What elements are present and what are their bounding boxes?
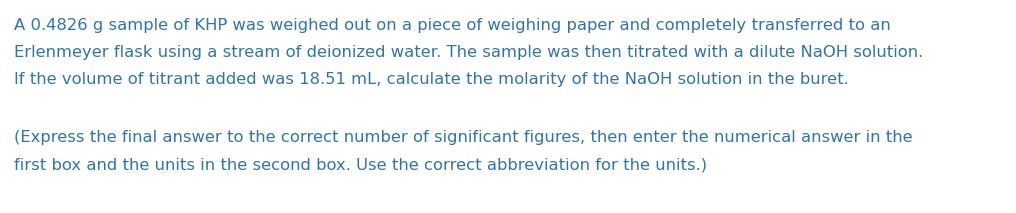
Text: If the volume of titrant added was 18.51 mL, calculate the molarity of the NaOH : If the volume of titrant added was 18.51…: [14, 72, 848, 87]
Text: (Express the final answer to the correct number of significant figures, then ent: (Express the final answer to the correct…: [14, 130, 912, 145]
Text: A 0.4826 g sample of KHP was weighed out on a piece of weighing paper and comple: A 0.4826 g sample of KHP was weighed out…: [14, 18, 891, 33]
Text: Erlenmeyer flask using a stream of deionized water. The sample was then titrated: Erlenmeyer flask using a stream of deion…: [14, 45, 924, 60]
Text: first box and the units in the second box. Use the correct abbreviation for the : first box and the units in the second bo…: [14, 157, 707, 172]
